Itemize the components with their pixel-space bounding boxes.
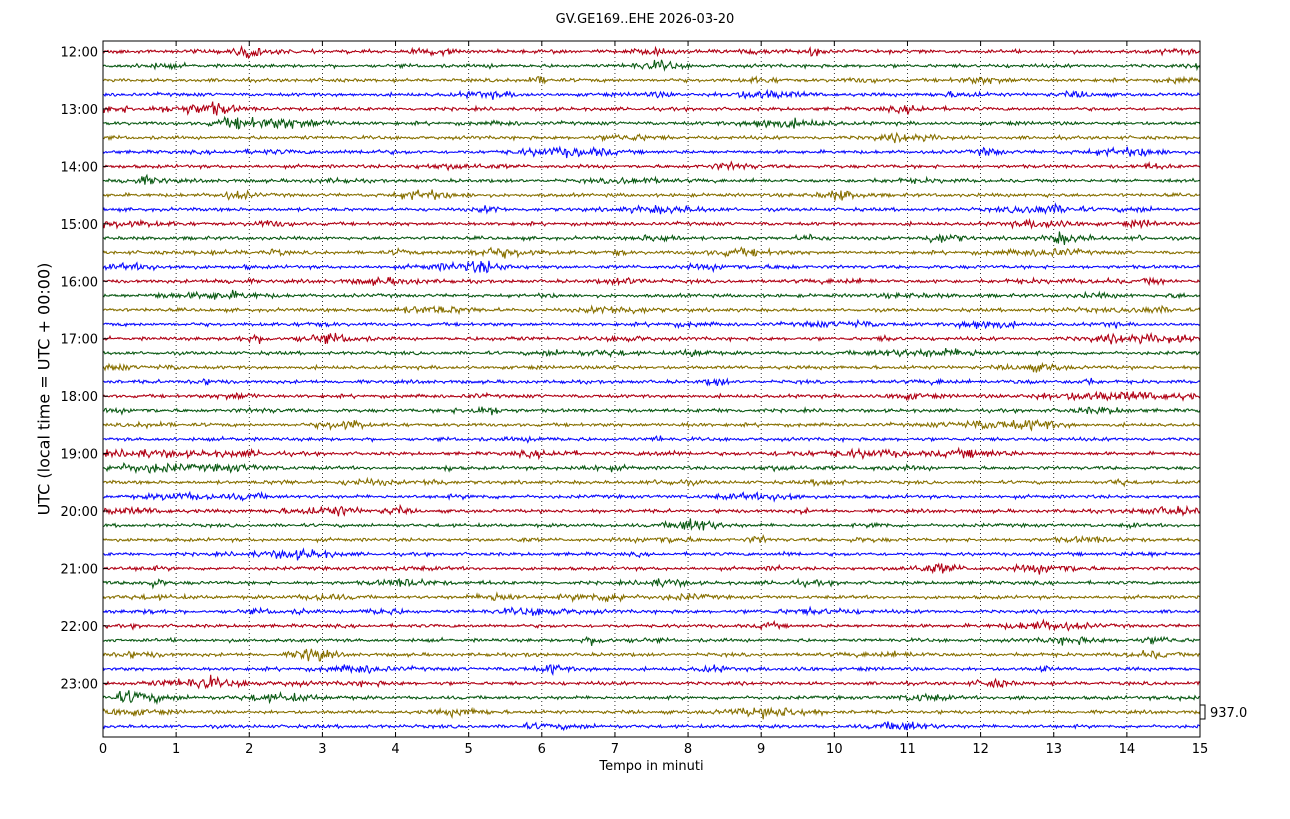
trace-row (102, 331, 1201, 345)
trace-row (102, 217, 1201, 230)
trace-row (102, 289, 1201, 300)
trace-row (102, 88, 1201, 100)
trace-row (103, 115, 1201, 130)
trace-row (102, 390, 1201, 402)
y-tick-label: 21:00 (61, 562, 98, 577)
trace-row (102, 706, 1201, 720)
y-tick-label: 14:00 (61, 160, 98, 175)
trace-row (102, 605, 1201, 617)
trace-row (102, 418, 1201, 432)
y-tick-label: 18:00 (61, 390, 98, 405)
y-tick-label: 15:00 (61, 218, 98, 233)
trace-row (102, 591, 1201, 603)
y-tick-label: 13:00 (61, 103, 98, 118)
y-tick-label: 17:00 (61, 333, 98, 348)
trace-row (102, 246, 1201, 259)
trace-row (102, 160, 1201, 172)
x-tick-label: 2 (245, 742, 253, 757)
trace-row (102, 674, 1201, 690)
x-tick-label: 11 (899, 742, 916, 757)
trace-row (102, 534, 1201, 545)
y-tick-label: 23:00 (61, 677, 98, 692)
x-tick-label: 14 (1119, 742, 1136, 757)
x-tick-label: 9 (757, 742, 765, 757)
trace-row (102, 276, 1201, 287)
trace-row (102, 131, 1201, 144)
trace-row (102, 101, 1201, 116)
trace-row (102, 59, 1201, 72)
x-tick-label: 10 (826, 742, 843, 757)
trace-row (102, 690, 1201, 706)
x-tick-label: 12 (972, 742, 989, 757)
trace-row (102, 663, 1201, 677)
trace-row (102, 347, 1201, 358)
trace-row (102, 547, 1201, 561)
x-tick-label: 15 (1192, 742, 1209, 757)
trace-row (102, 635, 1201, 646)
trace-row (102, 721, 1201, 732)
x-axis-label: Tempo in minuti (599, 759, 704, 774)
trace-row (102, 490, 1201, 503)
y-tick-label: 22:00 (61, 620, 98, 635)
plot-frame (102, 40, 1201, 738)
x-tick-label: 4 (391, 742, 399, 757)
x-tick-label: 8 (684, 742, 692, 757)
y-tick-label: 20:00 (61, 505, 98, 520)
x-tick-label: 7 (611, 742, 619, 757)
chart-title: GV.GE169..EHE 2026-03-20 (555, 12, 735, 27)
trace-row (103, 405, 1201, 416)
y-tick-label: 19:00 (61, 448, 98, 463)
trace-row (102, 618, 1201, 632)
trace-row (102, 202, 1201, 215)
trace-row (102, 145, 1201, 159)
x-tick-label: 1 (172, 742, 180, 757)
trace-row (102, 44, 1201, 60)
x-tick-label: 0 (99, 742, 107, 757)
x-tick-label: 3 (318, 742, 326, 757)
trace-row (102, 260, 1201, 274)
y-tick-label: 12:00 (61, 46, 98, 61)
trace-row (102, 476, 1201, 488)
trace-row (102, 304, 1201, 316)
x-tick-label: 13 (1045, 742, 1062, 757)
scale-annotation: 937.0 (1210, 706, 1247, 721)
trace-row (102, 577, 1201, 590)
trace-row (102, 461, 1201, 475)
trace-row (102, 435, 1201, 444)
trace-row (103, 377, 1201, 387)
y-tick-label: 16:00 (61, 275, 98, 290)
trace-row (102, 173, 1201, 185)
trace-row (102, 75, 1201, 86)
trace-row (102, 562, 1201, 575)
trace-row (102, 446, 1201, 461)
trace-row (102, 518, 1201, 531)
trace-row (102, 361, 1201, 373)
trace-row (102, 648, 1201, 662)
trace-row (102, 318, 1201, 330)
x-tick-label: 6 (538, 742, 546, 757)
x-tick-label: 5 (465, 742, 473, 757)
trace-row (102, 189, 1201, 201)
trace-row (102, 503, 1201, 517)
scale-bracket (1200, 704, 1206, 720)
trace-row (102, 231, 1201, 245)
